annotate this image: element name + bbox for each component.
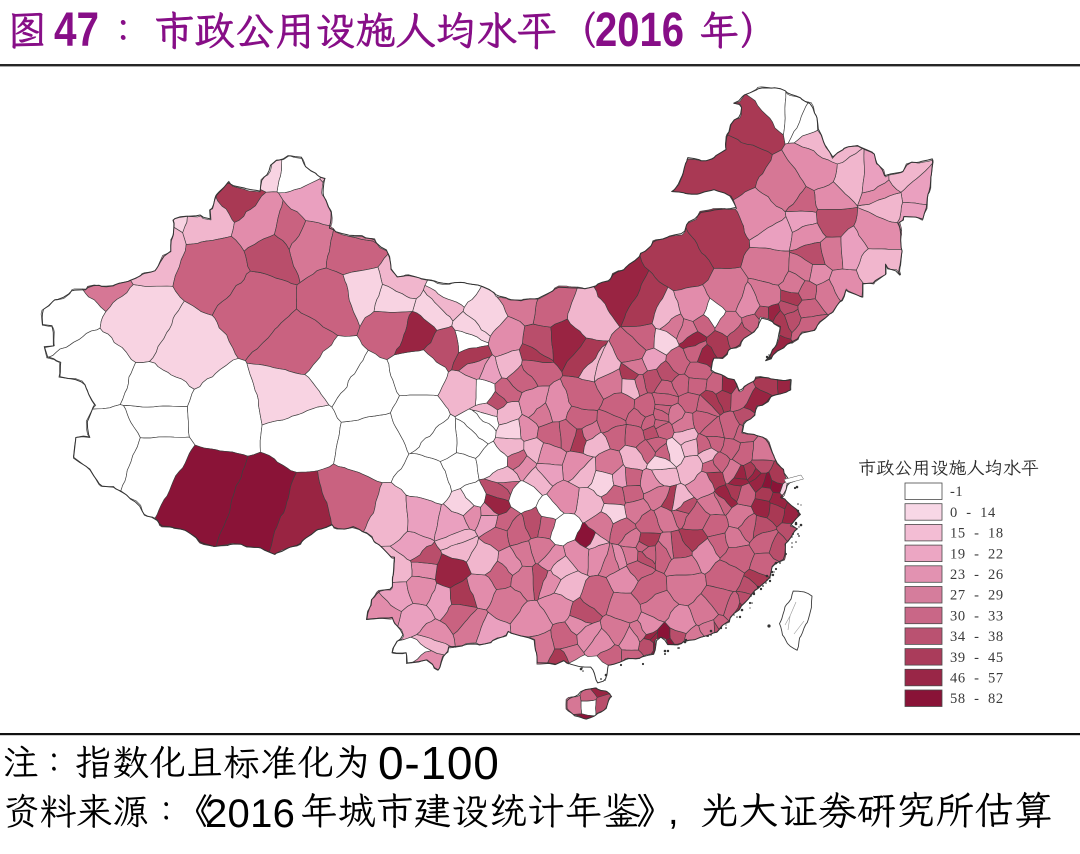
svg-text:2016: 2016 — [595, 4, 684, 57]
svg-text:2016: 2016 — [205, 792, 295, 836]
svg-text:58 - 82: 58 - 82 — [950, 691, 1004, 707]
svg-text:27 - 29: 27 - 29 — [950, 588, 1004, 604]
svg-text:0 - 14: 0 - 14 — [950, 505, 996, 521]
svg-text:-1: -1 — [950, 484, 963, 500]
svg-text:19 - 22: 19 - 22 — [950, 546, 1004, 562]
svg-text:39 - 45: 39 - 45 — [950, 650, 1004, 666]
svg-text:,: , — [668, 791, 679, 833]
svg-text:23 - 26: 23 - 26 — [950, 567, 1004, 583]
svg-text:47: 47 — [54, 4, 99, 57]
svg-text:46 - 57: 46 - 57 — [950, 671, 1004, 687]
svg-text:30 - 33: 30 - 33 — [950, 608, 1004, 624]
svg-text:34 - 38: 34 - 38 — [950, 629, 1004, 645]
svg-text:15 - 18: 15 - 18 — [950, 526, 1004, 542]
svg-text:0-100: 0-100 — [378, 737, 500, 789]
